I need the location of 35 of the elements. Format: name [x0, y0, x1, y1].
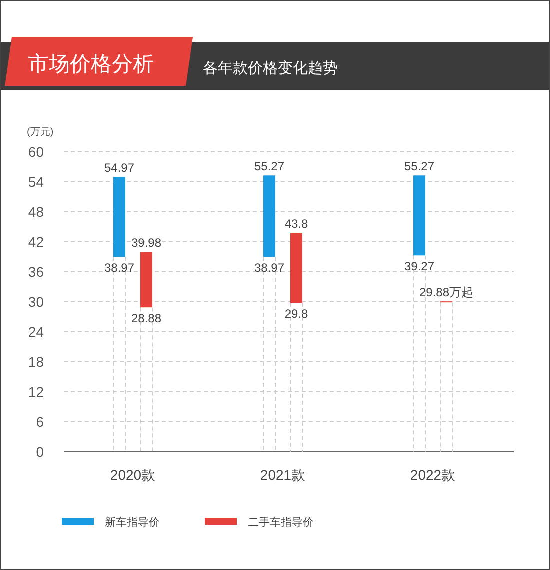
- annotation: 29.8: [284, 307, 308, 321]
- data-label: 39.98: [131, 236, 162, 250]
- y-tick-label: 36: [28, 264, 44, 280]
- y-tick-label: 42: [28, 234, 44, 250]
- data-label: 43.8: [284, 217, 308, 231]
- y-axis-title: (万元): [27, 127, 54, 138]
- x-tick-label: 2021款: [260, 467, 306, 483]
- data-label: 55.27: [404, 160, 435, 174]
- chart-title: 市场价格分析: [28, 53, 154, 76]
- annotation: 28.88: [131, 312, 162, 326]
- legend-label: 新车指导价: [105, 516, 160, 529]
- chart-subtitle: 各年款价格变化趋势: [203, 60, 338, 77]
- x-tick-label: 2020款: [110, 467, 156, 483]
- y-tick-label: 60: [28, 144, 44, 160]
- y-tick-label: 12: [28, 384, 44, 400]
- x-tick-label: 2022款: [410, 467, 456, 483]
- bar: [114, 177, 126, 258]
- y-tick-label: 24: [28, 324, 44, 340]
- annotation: 39.27: [404, 260, 435, 274]
- bar: [414, 176, 426, 256]
- y-tick-label: 18: [28, 354, 44, 370]
- bar: [264, 176, 276, 258]
- data-label: 54.97: [104, 161, 135, 176]
- bar: [290, 233, 302, 303]
- y-tick-label: 0: [36, 444, 44, 460]
- data-label: 29.88万起: [419, 286, 474, 300]
- y-tick-label: 30: [28, 294, 44, 310]
- bar: [140, 252, 152, 308]
- legend-label: 二手车指导价: [248, 516, 314, 529]
- y-tick-label: 54: [28, 174, 44, 190]
- data-label: 55.27: [254, 160, 285, 174]
- y-tick-label: 6: [36, 414, 44, 430]
- y-tick-label: 48: [28, 204, 44, 220]
- annotation: 38.97: [104, 261, 135, 276]
- annotation: 38.97: [254, 261, 285, 276]
